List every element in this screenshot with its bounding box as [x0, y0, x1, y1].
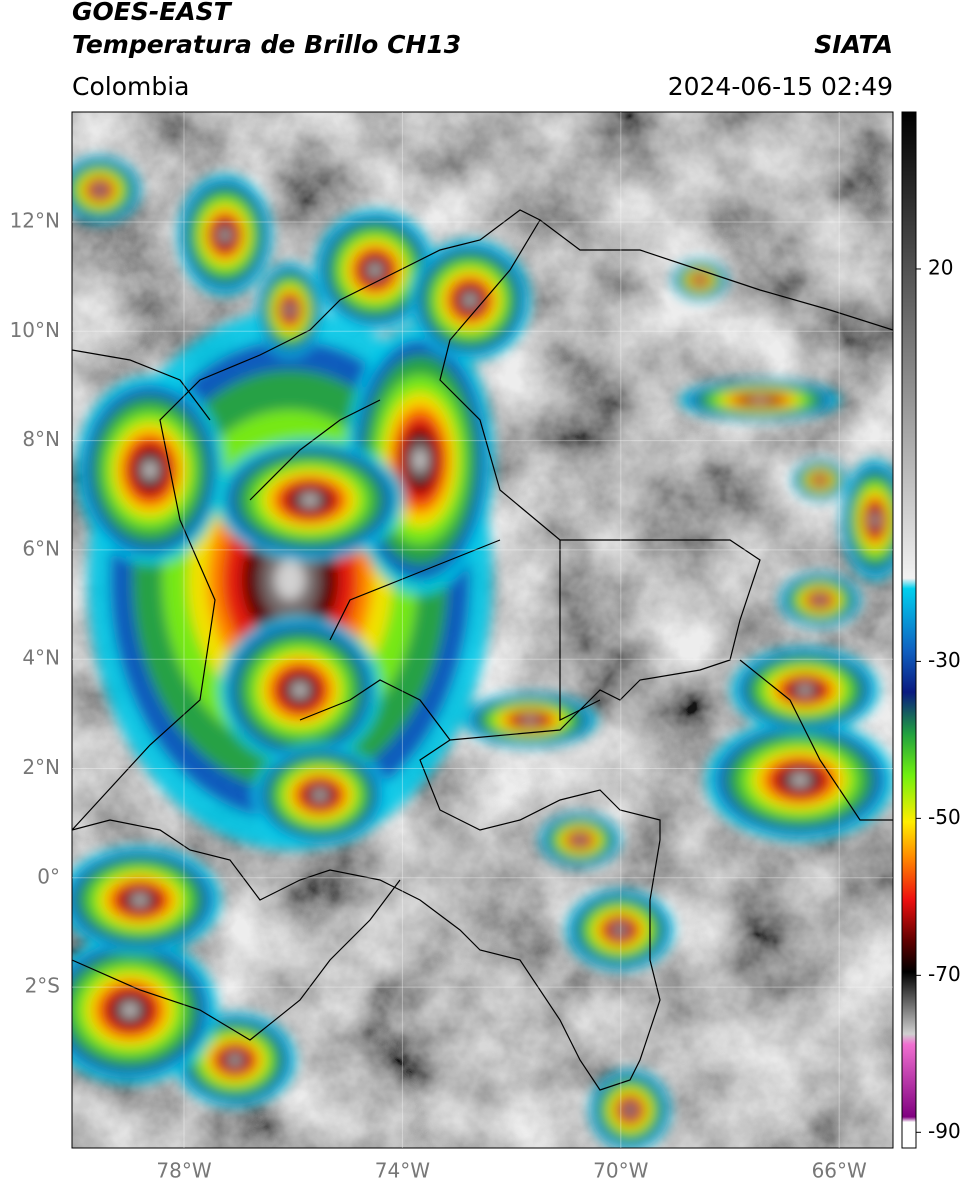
- storm-cell: [793, 775, 807, 785]
- storm-cell: [577, 838, 583, 842]
- country-border: [72, 209, 761, 1091]
- storm-cell: [221, 230, 229, 240]
- datetime: 2024-06-15 02:49: [667, 72, 893, 101]
- colorbar-tick-label: 20: [928, 255, 953, 279]
- storm-cell: [97, 187, 103, 193]
- title: GOES-EAST: [72, 0, 231, 26]
- storm-cell: [817, 598, 823, 602]
- lon-label: 78°W: [156, 1159, 211, 1183]
- lat-label: 2°N: [22, 755, 60, 779]
- region-border: [299, 679, 451, 741]
- storm-cell: [754, 398, 766, 402]
- storm-cell: [294, 684, 306, 696]
- storm-cell: [414, 450, 426, 470]
- storm-cell: [303, 495, 317, 505]
- storm-cell: [465, 295, 475, 305]
- convective-cells: [72, 156, 893, 1148]
- borders: [72, 209, 893, 1091]
- lat-label: 2°S: [25, 974, 60, 998]
- country-border: [72, 349, 211, 421]
- country-border: [72, 879, 401, 1041]
- colorbar-tick-label: -30: [928, 648, 961, 672]
- storm-cell: [315, 791, 325, 799]
- storm-cell: [144, 463, 156, 477]
- storm-cell: [370, 265, 380, 275]
- storm-cell: [230, 1056, 240, 1064]
- region-border: [559, 540, 601, 721]
- region-border: [249, 399, 381, 501]
- region: Colombia: [72, 72, 190, 101]
- lat-label: 10°N: [10, 318, 60, 342]
- storm-cell: [134, 896, 146, 904]
- coastline: [539, 219, 893, 331]
- lat-label: 0°: [37, 864, 60, 888]
- lon-label: 66°W: [812, 1159, 867, 1183]
- storm-cell: [627, 1107, 633, 1113]
- storm-cell: [275, 560, 305, 600]
- storm-cell: [872, 515, 878, 525]
- colorbar-tick-label: -50: [928, 805, 961, 829]
- storm-cell: [287, 306, 293, 314]
- storm-cell: [123, 1004, 137, 1016]
- lon-label: 74°W: [375, 1159, 430, 1183]
- lon-label: 70°W: [593, 1159, 648, 1183]
- storm-cell: [799, 686, 811, 694]
- subtitle: Temperatura de Brillo CH13: [72, 30, 462, 59]
- colorbar-tick-label: -90: [928, 1119, 961, 1143]
- source: SIATA: [814, 30, 893, 59]
- lat-label: 8°N: [22, 427, 60, 451]
- storm-cell: [818, 478, 822, 482]
- lat-label: 6°N: [22, 536, 60, 560]
- region-border: [329, 539, 501, 641]
- storm-cell: [698, 278, 702, 282]
- storm-cell: [616, 927, 624, 933]
- map-frame: [71, 111, 894, 1149]
- colorbar-tick-label: -70: [928, 962, 961, 986]
- lat-label: 12°N: [10, 209, 60, 233]
- country-border: [739, 659, 893, 821]
- imagery: [72, 112, 893, 1148]
- colorbar: [901, 111, 917, 1149]
- storm-cell: [525, 718, 535, 722]
- lat-label: 4°N: [22, 646, 60, 670]
